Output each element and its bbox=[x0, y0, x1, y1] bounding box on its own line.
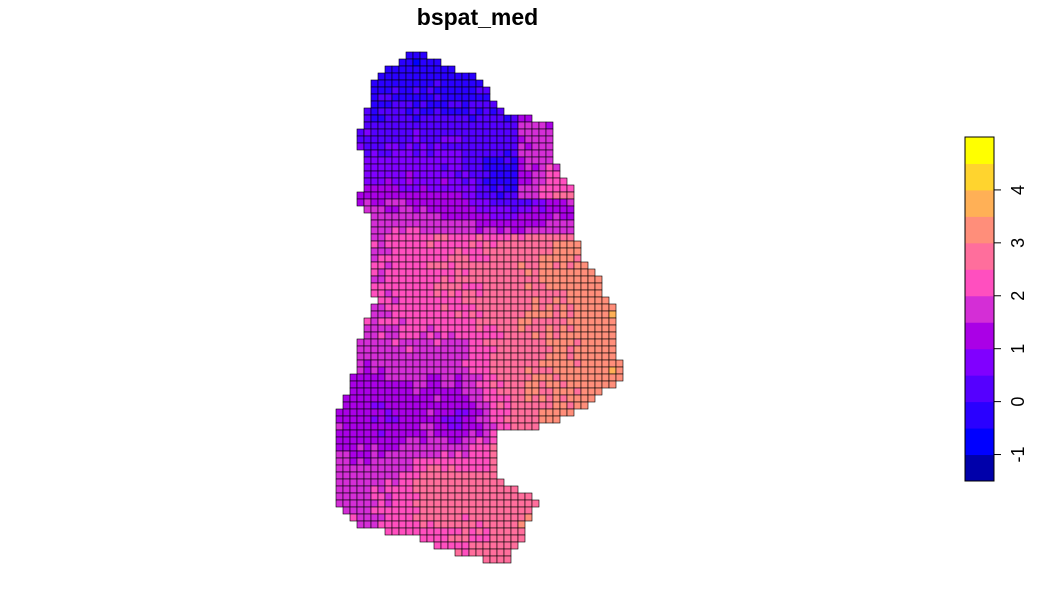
legend-frame bbox=[964, 136, 995, 482]
raster-cell bbox=[615, 373, 624, 382]
raster-cell bbox=[566, 408, 575, 417]
legend-tick-label: 0 bbox=[1008, 397, 1028, 407]
legend-bin bbox=[965, 137, 994, 164]
legend-bin bbox=[965, 401, 994, 429]
legend-tick-label: -1 bbox=[1008, 447, 1028, 463]
legend-bin bbox=[965, 375, 994, 403]
raster-cell bbox=[531, 422, 540, 431]
legend-bin bbox=[965, 295, 994, 323]
legend-bin bbox=[965, 189, 994, 217]
legend-bin bbox=[965, 454, 994, 482]
raster-cell bbox=[510, 541, 519, 550]
raster-cell bbox=[524, 513, 533, 522]
legend-bin bbox=[965, 348, 994, 376]
legend-bin bbox=[965, 322, 994, 350]
raster-cell bbox=[552, 415, 561, 424]
legend-ticks: -1 0 1 2 3 4 bbox=[994, 185, 1028, 463]
legend-bin bbox=[965, 216, 994, 244]
raster-cell bbox=[503, 555, 512, 564]
legend-tick-label: 4 bbox=[1008, 185, 1028, 195]
legend-bin bbox=[965, 269, 994, 297]
legend-tick-label: 1 bbox=[1008, 344, 1028, 354]
legend-bin bbox=[965, 242, 994, 270]
legend-bin bbox=[965, 428, 994, 456]
raster-cell bbox=[531, 499, 540, 508]
legend-tick-label: 3 bbox=[1008, 238, 1028, 248]
raster-cell bbox=[608, 380, 617, 389]
legend-color-bins bbox=[965, 137, 994, 482]
raster-cell bbox=[594, 387, 603, 396]
raster-cell bbox=[580, 401, 589, 410]
legend-tick-label: 2 bbox=[1008, 291, 1028, 301]
legend-bin bbox=[965, 163, 994, 191]
raster-cell bbox=[587, 394, 596, 403]
raster-cell bbox=[517, 534, 526, 543]
plot-title: bspat_med bbox=[416, 4, 539, 30]
